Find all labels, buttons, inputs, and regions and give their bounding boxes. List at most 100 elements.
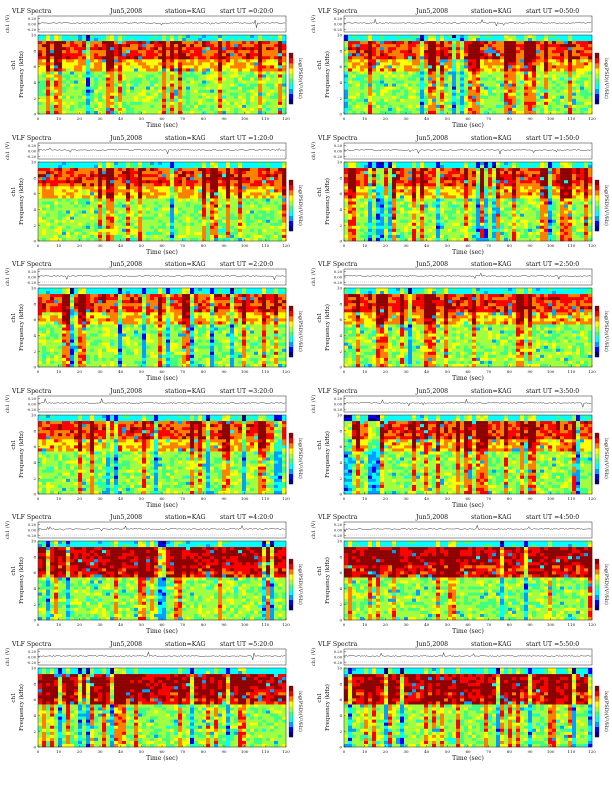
spectrogram-cell (154, 185, 159, 190)
spectrogram-cell (230, 207, 235, 211)
spectrogram-cell (54, 225, 59, 229)
spectrogram-cell (82, 207, 87, 211)
spectrogram-cell (380, 104, 385, 109)
spectrogram-cell (138, 201, 143, 205)
spectrogram-cell (154, 161, 159, 165)
spectrogram-cell (504, 92, 509, 96)
spectrogram-cell (348, 104, 353, 109)
spectrogram-cell (416, 86, 421, 90)
spectrogram-cell (250, 74, 255, 78)
spectrogram-cell (134, 35, 139, 39)
spectrogram-cell (134, 71, 139, 75)
spectrogram-cell (492, 104, 497, 109)
spectrogram-cell (146, 179, 151, 183)
spectrogram-cell (468, 86, 473, 90)
spectrogram-cell (384, 44, 389, 48)
spectrogram-cell (400, 35, 405, 39)
spectrogram-cell (94, 62, 99, 66)
spectrogram-cell (270, 77, 275, 81)
spectrogram-cell (352, 56, 357, 60)
spectrogram-cell (54, 95, 59, 100)
spectrogram-cell (496, 110, 501, 115)
spectrogram-cell (266, 231, 271, 235)
spectrogram-cell (170, 201, 175, 205)
spectrogram-cell (246, 188, 251, 193)
spectrogram-cell (214, 194, 219, 199)
spectrogram-cell (440, 101, 445, 106)
spectrogram-cell (166, 74, 171, 78)
spectrogram-cell (194, 110, 199, 115)
spectrogram-cell (584, 104, 589, 109)
spectrogram-cell (150, 216, 155, 220)
spectrogram-cell (62, 161, 67, 165)
spectrogram-cell (512, 80, 517, 84)
spectrogram-cell (464, 86, 469, 90)
spectrogram-cell (258, 71, 263, 75)
spectrogram-cell (262, 173, 267, 177)
spectrogram-cell (242, 101, 247, 106)
spectrogram-cell (98, 98, 103, 103)
spectrogram-cell (138, 185, 143, 190)
spectrogram-cell (102, 194, 107, 199)
spectrogram-cell (520, 80, 525, 84)
spectrogram-cell (444, 98, 449, 103)
spectrogram-cell (348, 86, 353, 90)
spectrogram-cell (66, 95, 71, 100)
spectrogram-cell (282, 107, 287, 112)
spectrogram-cell (432, 98, 437, 103)
spectrogram-cell (54, 62, 59, 66)
spectrogram-cell (86, 213, 91, 217)
spectrogram-cell (540, 65, 545, 69)
spectrogram-cell (194, 53, 199, 57)
spectrogram-cell (444, 53, 449, 57)
spectrogram-cell (50, 161, 55, 165)
spectrogram-cell (42, 107, 47, 112)
spectrogram-cell (516, 74, 521, 78)
spectrogram-cell (66, 71, 71, 75)
spectrogram-cell (158, 74, 163, 78)
spectrogram-cell (54, 41, 59, 45)
spectrogram-cell (226, 74, 231, 78)
y-tick-label: 0 (339, 112, 342, 117)
spectrogram-cell (432, 35, 437, 39)
spectrogram-cell (150, 225, 155, 229)
spectrogram-cell (110, 222, 115, 226)
spectrogram-cell (464, 35, 469, 39)
spectrogram-cell (484, 53, 489, 57)
spectrogram-cell (504, 104, 509, 109)
spectrogram-cell (472, 98, 477, 103)
spectrogram-cell (58, 176, 63, 180)
spectrogram-cell (82, 179, 87, 183)
spectrogram-cell (560, 110, 565, 115)
spectrogram-cell (158, 107, 163, 112)
spectrogram-cell (58, 179, 63, 183)
spectrogram-cell (162, 179, 167, 183)
spectrogram-cell (234, 219, 239, 223)
spectrogram-cell (540, 44, 545, 48)
spectrogram-cell (114, 95, 119, 100)
spectrogram-cell (408, 38, 413, 42)
spectrogram-cell (348, 62, 353, 66)
spectrogram-cell (524, 89, 529, 93)
spectrogram-cell (186, 47, 191, 51)
spectrogram-cell (86, 231, 91, 235)
spectrogram-cell (536, 38, 541, 42)
spectrogram-cell (154, 74, 159, 78)
spectrogram-cell (274, 92, 279, 96)
spectrogram-cell (214, 225, 219, 229)
spectrogram-cell (122, 191, 127, 196)
spectrogram-cell (512, 44, 517, 48)
x-tick-label: 30 (97, 116, 103, 121)
spectrogram-cell (536, 110, 541, 115)
spectrogram-cell (90, 74, 95, 78)
spectrogram-cell (226, 68, 231, 72)
spectrogram-cell (198, 170, 203, 174)
spectrogram-cell (114, 231, 119, 235)
spectrogram-cell (266, 182, 271, 187)
spectrogram-cell (110, 228, 115, 232)
spectrogram-cell (218, 204, 223, 208)
spectrogram-cell (262, 89, 267, 93)
spectrogram-cell (190, 182, 195, 187)
spectrogram-cell (70, 216, 75, 220)
spectrogram-cell (484, 104, 489, 109)
